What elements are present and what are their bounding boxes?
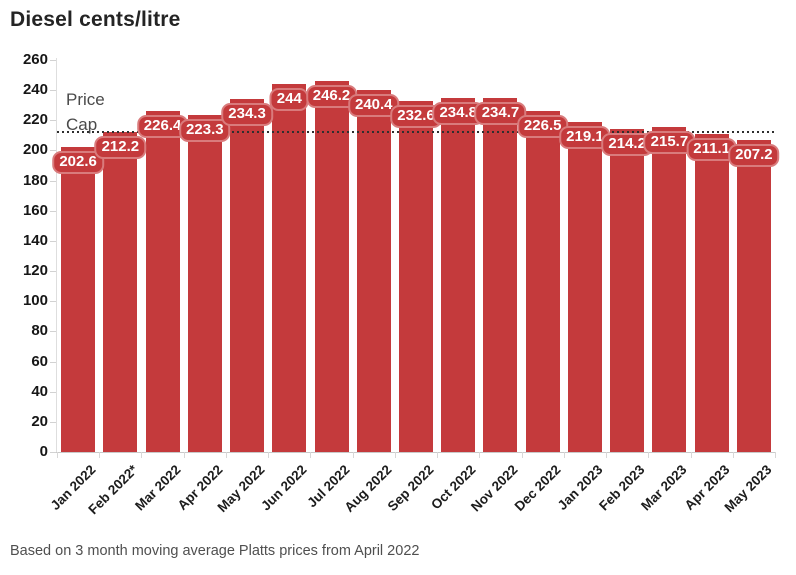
y-tick-mark <box>50 210 56 212</box>
x-axis-baseline <box>56 452 775 453</box>
bar-jun-2022 <box>272 84 307 452</box>
x-tick-mark <box>141 452 143 458</box>
bar-value-label: 202.6 <box>52 150 104 174</box>
price-cap-label: Price Cap <box>66 87 105 137</box>
y-tick-mark <box>50 120 56 122</box>
y-tick-mark <box>50 271 56 273</box>
x-tick-mark <box>352 452 354 458</box>
bar-mar-2023 <box>652 126 687 452</box>
y-tick-mark <box>50 180 56 182</box>
x-tick-mark <box>183 452 185 458</box>
x-tick-mark <box>57 452 58 458</box>
x-axis-label: May 2023 <box>721 462 775 516</box>
y-tick-mark <box>50 60 56 61</box>
bar-oct-2022 <box>441 97 476 452</box>
y-tick-mark <box>50 150 56 152</box>
x-tick-mark <box>521 452 523 458</box>
price-cap-label-line1: Price <box>66 90 105 109</box>
x-tick-mark <box>268 452 270 458</box>
bar-jul-2022 <box>314 80 349 452</box>
bar-value-label: 226.4 <box>136 114 189 138</box>
y-tick-mark <box>50 240 56 242</box>
bar-mar-2022 <box>145 110 180 452</box>
bar-value-label: 223.3 <box>179 119 231 143</box>
x-tick-mark <box>563 452 565 458</box>
bar-value-label: 212.2 <box>94 136 147 160</box>
x-tick-mark <box>394 452 396 458</box>
bar-value-label: 226.5 <box>516 114 569 138</box>
x-tick-mark <box>310 452 312 458</box>
bar-value-label: 240.4 <box>347 93 400 117</box>
bar-may-2023 <box>736 139 771 452</box>
x-tick-mark <box>775 452 776 458</box>
bar-value-label: 234.3 <box>221 102 273 126</box>
bar-value-label: 244 <box>269 88 309 112</box>
y-tick-label: 80 <box>31 322 48 340</box>
bar-nov-2022 <box>483 98 518 452</box>
bar-feb-2022- <box>103 132 138 452</box>
y-tick-label: 0 <box>39 443 48 460</box>
y-axis-line <box>56 58 57 452</box>
bar-feb-2023 <box>610 129 645 452</box>
y-tick-mark <box>50 391 56 393</box>
x-tick-mark <box>479 452 481 458</box>
bar-apr-2023 <box>694 133 729 452</box>
y-tick-mark <box>50 331 56 333</box>
y-tick-mark <box>50 361 56 363</box>
bar-dec-2022 <box>525 110 560 452</box>
y-tick-label: 20 <box>31 412 48 430</box>
bar-aug-2022 <box>356 89 391 452</box>
y-tick-label: 200 <box>22 141 48 159</box>
bar-value-label: 234.7 <box>474 102 527 126</box>
y-tick-mark <box>50 452 56 453</box>
x-tick-mark <box>437 452 439 458</box>
bar-value-label: 207.2 <box>728 143 780 167</box>
bar-jan-2022 <box>61 146 96 452</box>
x-tick-mark <box>648 452 650 458</box>
source-note: Based on 3 month moving average Platts p… <box>10 543 420 559</box>
price-cap-line <box>57 131 775 134</box>
y-tick-mark <box>50 90 56 92</box>
bar-value-label: 232.6 <box>390 105 442 129</box>
y-tick-label: 260 <box>22 51 48 68</box>
bar-sep-2022 <box>399 101 433 452</box>
bar-apr-2022 <box>187 115 222 452</box>
y-tick-label: 40 <box>31 382 48 400</box>
y-tick-label: 240 <box>22 81 48 99</box>
y-tick-label: 60 <box>31 352 48 370</box>
y-tick-label: 120 <box>22 262 48 280</box>
y-tick-mark <box>50 421 56 423</box>
y-tick-label: 180 <box>22 171 48 189</box>
x-tick-mark <box>99 452 101 458</box>
bar-value-label: 215.7 <box>643 130 696 154</box>
y-tick-mark <box>50 301 56 303</box>
x-tick-mark <box>225 452 227 458</box>
bar-jan-2023 <box>567 121 602 452</box>
bar-may-2022 <box>230 98 265 452</box>
price-cap-label-line2: Cap <box>66 115 98 134</box>
chart-title: Diesel cents/litre <box>10 8 181 31</box>
y-tick-label: 220 <box>22 111 48 129</box>
y-tick-label: 100 <box>22 292 48 310</box>
bar-value-label: 246.2 <box>305 84 358 108</box>
y-tick-label: 160 <box>22 201 48 219</box>
x-tick-mark <box>690 452 692 458</box>
y-tick-label: 140 <box>22 231 48 249</box>
x-tick-mark <box>606 452 608 458</box>
x-tick-mark <box>732 452 734 458</box>
